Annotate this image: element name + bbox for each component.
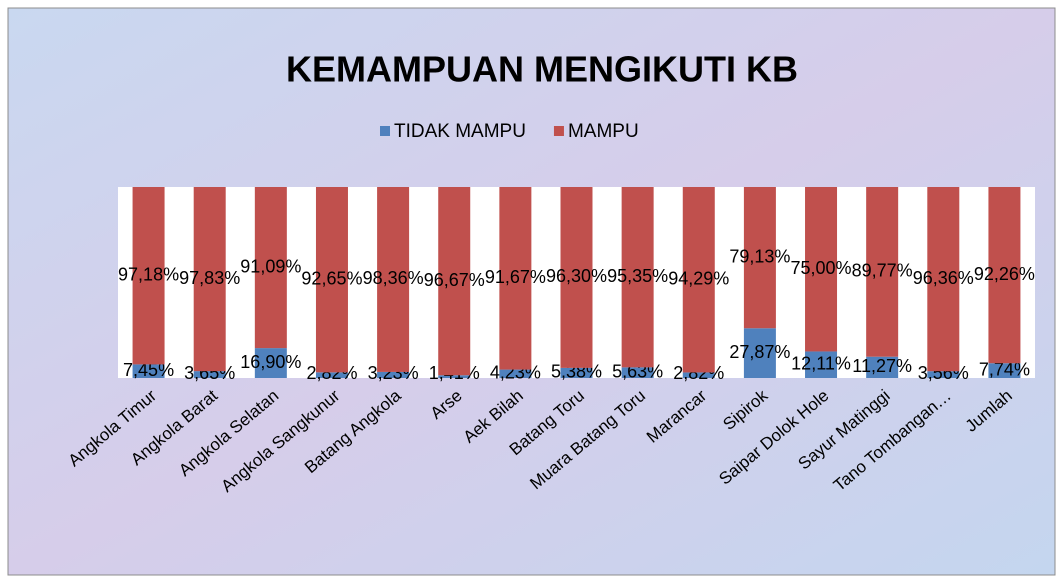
data-label: 91,67% <box>485 267 546 287</box>
legend-label: MAMPU <box>568 121 639 142</box>
legend-swatch <box>380 126 390 136</box>
bar-segment <box>866 187 899 357</box>
bar-segment <box>438 187 471 376</box>
data-label: 98,36% <box>363 268 424 288</box>
data-label: 92,65% <box>301 268 362 288</box>
bar-segment <box>560 187 593 368</box>
data-label: 96,67% <box>424 270 485 290</box>
data-label: 94,29% <box>668 268 729 288</box>
data-label: 95,35% <box>607 266 668 286</box>
data-label: 16,90% <box>240 352 301 372</box>
data-label: 91,09% <box>240 256 301 276</box>
data-label: 7,45% <box>123 360 174 380</box>
data-label: 11,27% <box>852 356 912 376</box>
bar-segment <box>743 187 776 329</box>
data-label: 27,87% <box>729 342 790 362</box>
bar-segment <box>499 369 532 378</box>
bar-segment <box>988 187 1021 364</box>
data-label: 97,18% <box>118 264 179 284</box>
bar-segment <box>805 351 838 378</box>
data-label: 12,11% <box>791 353 851 373</box>
bar-segment <box>621 367 654 378</box>
bar-segment <box>927 187 960 372</box>
data-label: 89,77% <box>852 261 913 281</box>
bar-segment <box>132 187 165 365</box>
bar-segment <box>377 187 410 372</box>
bar-segment <box>193 187 226 372</box>
bar-segment <box>438 375 471 378</box>
data-label: 7,74% <box>979 359 1030 379</box>
bar-segment <box>377 371 410 378</box>
bar-segment <box>254 187 287 349</box>
legend-label: TIDAK MAMPU <box>394 121 526 142</box>
legend-swatch <box>553 126 564 136</box>
bar-segment <box>560 367 593 378</box>
bar-segment <box>927 371 960 378</box>
data-label: 97,83% <box>179 268 240 288</box>
bar-segment <box>988 363 1021 378</box>
bar-segment <box>315 187 348 373</box>
bar-segment <box>499 187 532 370</box>
chart-title: KEMAMPUAN MENGIKUTI KB <box>286 49 798 90</box>
bar-segment <box>682 187 715 373</box>
bar-segment <box>682 372 715 378</box>
bar-segment <box>805 187 838 352</box>
data-label: 96,30% <box>546 266 607 286</box>
bar-segment <box>866 356 899 378</box>
bar-segment <box>315 372 348 378</box>
bar-segment <box>193 371 226 378</box>
data-label: 96,36% <box>913 268 974 288</box>
bar-segment <box>621 187 654 368</box>
data-label: 79,13% <box>729 246 790 266</box>
bar-segment <box>132 364 165 378</box>
data-label: 75,00% <box>791 258 852 278</box>
bar-segment <box>254 348 287 378</box>
data-label: 92,26% <box>974 264 1035 284</box>
bar-segment <box>743 328 776 378</box>
